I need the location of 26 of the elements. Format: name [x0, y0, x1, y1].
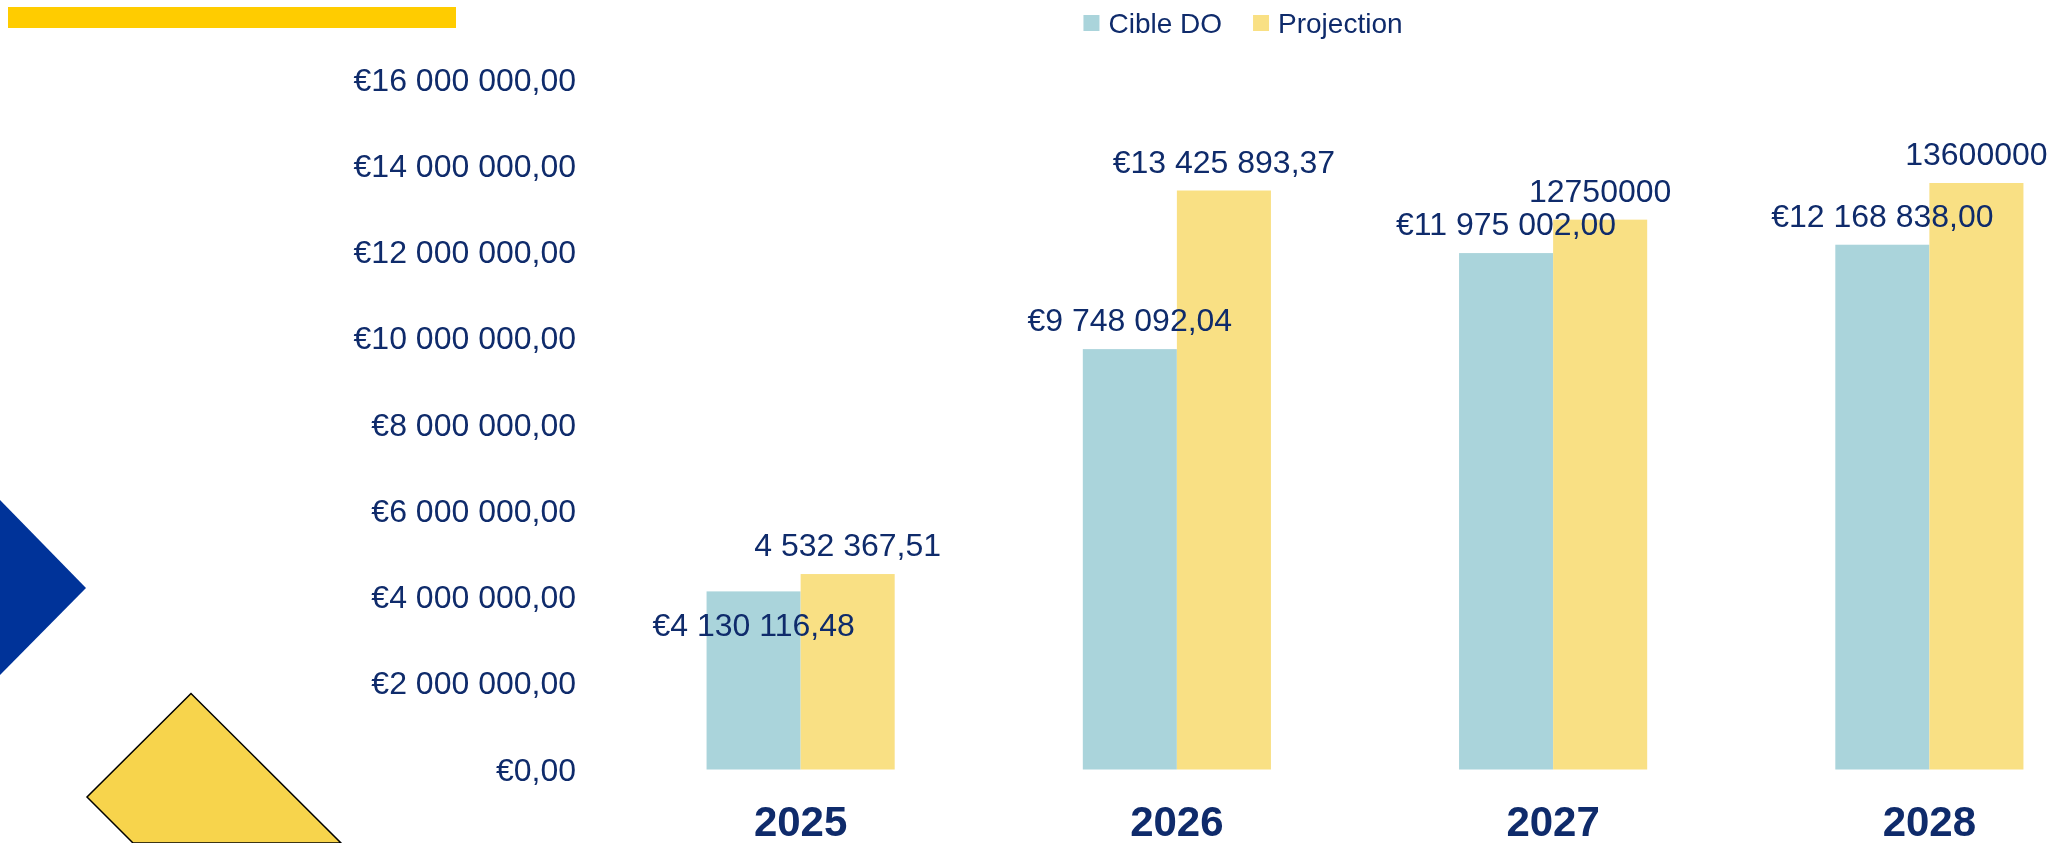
x-tick-label: 2027: [1506, 798, 1600, 843]
legend-label: Projection: [1278, 7, 1403, 39]
bar: [1835, 244, 1930, 770]
legend-label: Cible DO: [1108, 7, 1223, 39]
data-label: €9 748 092,04: [1027, 302, 1233, 339]
data-label: €13 425 893,37: [1112, 143, 1336, 180]
y-tick-label: €4 000 000,00: [371, 579, 576, 616]
data-label: 13600000: [1905, 136, 2048, 173]
y-tick-label: €16 000 000,00: [353, 61, 576, 98]
y-tick-label: €8 000 000,00: [371, 406, 576, 443]
x-tick-label: 2026: [1130, 798, 1224, 843]
y-tick-label: €0,00: [495, 751, 576, 788]
data-label: €4 130 116,48: [652, 606, 855, 643]
data-label: 12750000: [1528, 172, 1672, 209]
data-label: €12 168 838,00: [1771, 197, 1994, 234]
y-tick-label: €14 000 000,00: [353, 147, 576, 184]
bar: [1082, 349, 1177, 770]
y-tick-label: €6 000 000,00: [371, 492, 576, 529]
x-tick-label: 2025: [753, 798, 848, 843]
y-tick-label: €2 000 000,00: [371, 665, 576, 702]
bar: [1459, 253, 1554, 770]
y-tick-label: €12 000 000,00: [353, 234, 576, 271]
data-label: 4 532 367,51: [754, 527, 942, 564]
y-tick-label: €10 000 000,00: [353, 320, 576, 357]
x-tick-label: 2028: [1882, 798, 1977, 843]
data-label: €11 975 002,00: [1396, 206, 1617, 243]
